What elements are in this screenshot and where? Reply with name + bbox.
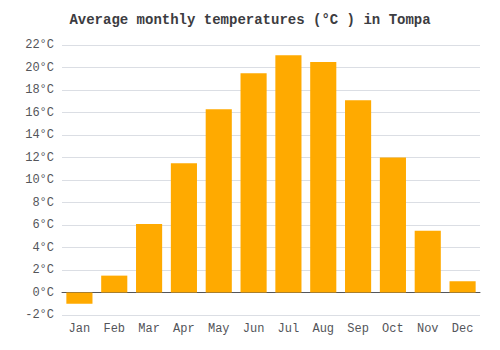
svg-text:Oct: Oct	[382, 322, 404, 336]
svg-text:22°C: 22°C	[25, 38, 54, 52]
svg-text:4°C: 4°C	[32, 241, 54, 255]
svg-text:8°C: 8°C	[32, 196, 54, 210]
svg-text:2°C: 2°C	[32, 263, 54, 277]
svg-text:May: May	[208, 322, 230, 336]
svg-text:Sep: Sep	[347, 322, 369, 336]
svg-text:12°C: 12°C	[25, 151, 54, 165]
svg-text:Jun: Jun	[243, 322, 265, 336]
svg-text:Mar: Mar	[138, 322, 160, 336]
svg-text:18°C: 18°C	[25, 83, 54, 97]
svg-text:0°C: 0°C	[32, 286, 54, 300]
svg-text:Dec: Dec	[452, 322, 474, 336]
svg-text:10°C: 10°C	[25, 173, 54, 187]
svg-text:Apr: Apr	[173, 322, 195, 336]
svg-text:Average monthly temperatures (: Average monthly temperatures (°C ) in To…	[69, 12, 431, 28]
svg-text:Feb: Feb	[103, 322, 125, 336]
svg-text:6°C: 6°C	[32, 218, 54, 232]
svg-text:Nov: Nov	[417, 322, 439, 336]
svg-text:Jul: Jul	[278, 322, 300, 336]
svg-text:Aug: Aug	[312, 322, 334, 336]
svg-text:14°C: 14°C	[25, 128, 54, 142]
svg-text:Jan: Jan	[69, 322, 91, 336]
svg-text:16°C: 16°C	[25, 106, 54, 120]
svg-text:20°C: 20°C	[25, 61, 54, 75]
svg-text:-2°C: -2°C	[25, 308, 54, 322]
